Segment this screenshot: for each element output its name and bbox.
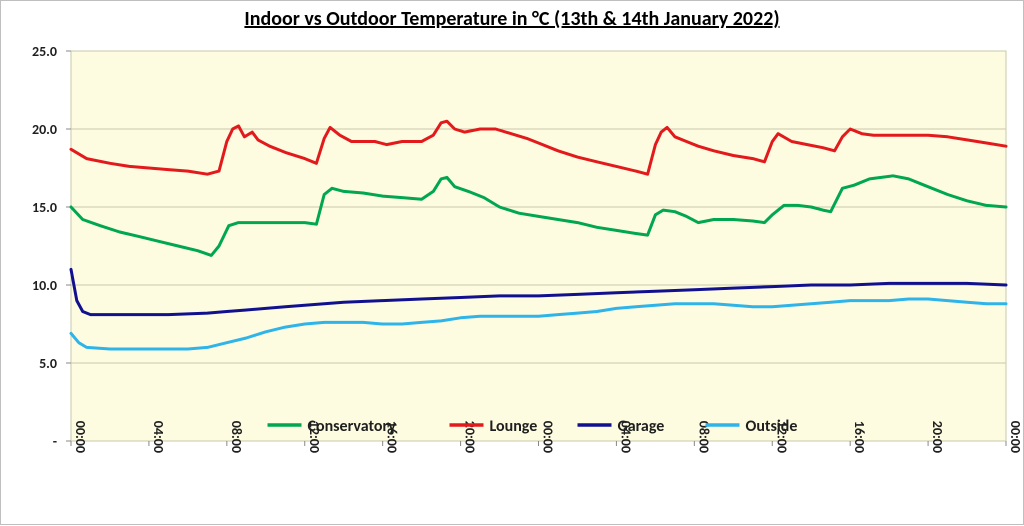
- x-tick-label: 20:00: [929, 421, 946, 453]
- legend-label: Outside: [746, 417, 798, 436]
- chart-container: Indoor vs Outdoor Temperature in °C (13t…: [0, 0, 1024, 525]
- y-tick-label: 15.0: [32, 199, 57, 216]
- y-tick-label: -: [53, 433, 57, 450]
- chart-title: Indoor vs Outdoor Temperature in °C (13t…: [1, 7, 1023, 31]
- y-tick-label: 5.0: [39, 355, 57, 372]
- x-tick-label: 04:00: [150, 421, 167, 453]
- x-tick-label: 16:00: [851, 421, 868, 453]
- chart-svg: -5.010.015.020.025.000:0004:0008:0012:00…: [1, 1, 1024, 526]
- legend-label: Lounge: [490, 417, 538, 436]
- x-tick-label: 00:00: [1007, 421, 1024, 453]
- legend-label: Garage: [618, 417, 665, 436]
- x-tick-label: 08:00: [228, 421, 245, 453]
- legend-label: Conservatory: [308, 417, 397, 436]
- y-tick-label: 10.0: [32, 277, 57, 294]
- x-tick-label: 00:00: [540, 421, 557, 453]
- y-tick-label: 25.0: [32, 43, 57, 60]
- x-tick-label: 00:00: [72, 421, 89, 453]
- y-tick-label: 20.0: [32, 121, 57, 138]
- plot-area: [71, 51, 1006, 441]
